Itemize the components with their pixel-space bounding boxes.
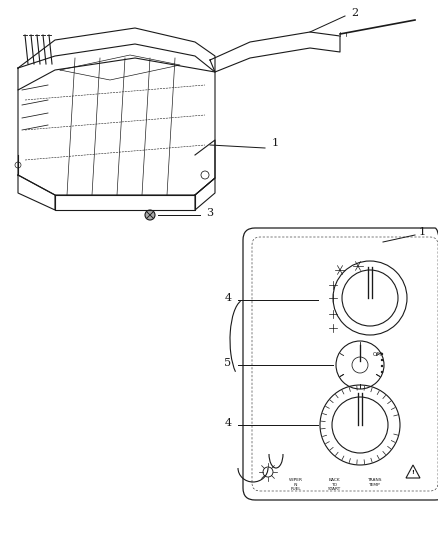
Circle shape [145, 210, 155, 220]
Text: 1: 1 [272, 138, 279, 148]
Text: 4: 4 [224, 418, 232, 428]
Text: 5: 5 [224, 358, 232, 368]
Text: !: ! [412, 471, 414, 475]
Text: 3: 3 [206, 208, 214, 218]
Text: 4: 4 [224, 293, 232, 303]
Text: BACK
TO
START: BACK TO START [327, 478, 341, 491]
Circle shape [381, 359, 383, 361]
Circle shape [381, 365, 383, 367]
Text: WIPER
IN
FUEL: WIPER IN FUEL [289, 478, 303, 491]
Circle shape [381, 353, 383, 355]
Text: 2: 2 [351, 8, 359, 18]
Circle shape [381, 371, 383, 373]
Text: 1: 1 [418, 227, 426, 237]
Text: OFF: OFF [373, 352, 384, 358]
Text: TRANS
TEMP: TRANS TEMP [367, 478, 381, 487]
